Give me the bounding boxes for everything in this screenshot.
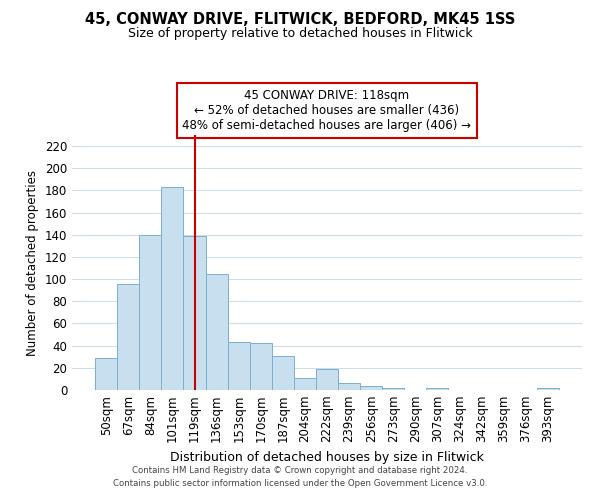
Bar [360, 386, 382, 390]
Bar [338, 384, 360, 390]
Bar [382, 388, 404, 390]
Text: 45 CONWAY DRIVE: 118sqm
← 52% of detached houses are smaller (436)
48% of semi-d: 45 CONWAY DRIVE: 118sqm ← 52% of detache… [182, 89, 472, 132]
Bar [206, 274, 227, 390]
Text: Size of property relative to detached houses in Flitwick: Size of property relative to detached ho… [128, 28, 472, 40]
Bar [117, 284, 139, 390]
Bar [250, 344, 272, 390]
Bar [294, 378, 316, 390]
Bar [427, 388, 448, 390]
Text: Contains HM Land Registry data © Crown copyright and database right 2024.
Contai: Contains HM Land Registry data © Crown c… [113, 466, 487, 487]
Bar [184, 236, 206, 390]
Bar [316, 369, 338, 390]
Text: 45, CONWAY DRIVE, FLITWICK, BEDFORD, MK45 1SS: 45, CONWAY DRIVE, FLITWICK, BEDFORD, MK4… [85, 12, 515, 28]
Bar [272, 356, 294, 390]
Y-axis label: Number of detached properties: Number of detached properties [26, 170, 39, 356]
X-axis label: Distribution of detached houses by size in Flitwick: Distribution of detached houses by size … [170, 451, 484, 464]
Bar [95, 358, 117, 390]
Bar [161, 187, 184, 390]
Bar [139, 235, 161, 390]
Bar [227, 342, 250, 390]
Bar [537, 388, 559, 390]
